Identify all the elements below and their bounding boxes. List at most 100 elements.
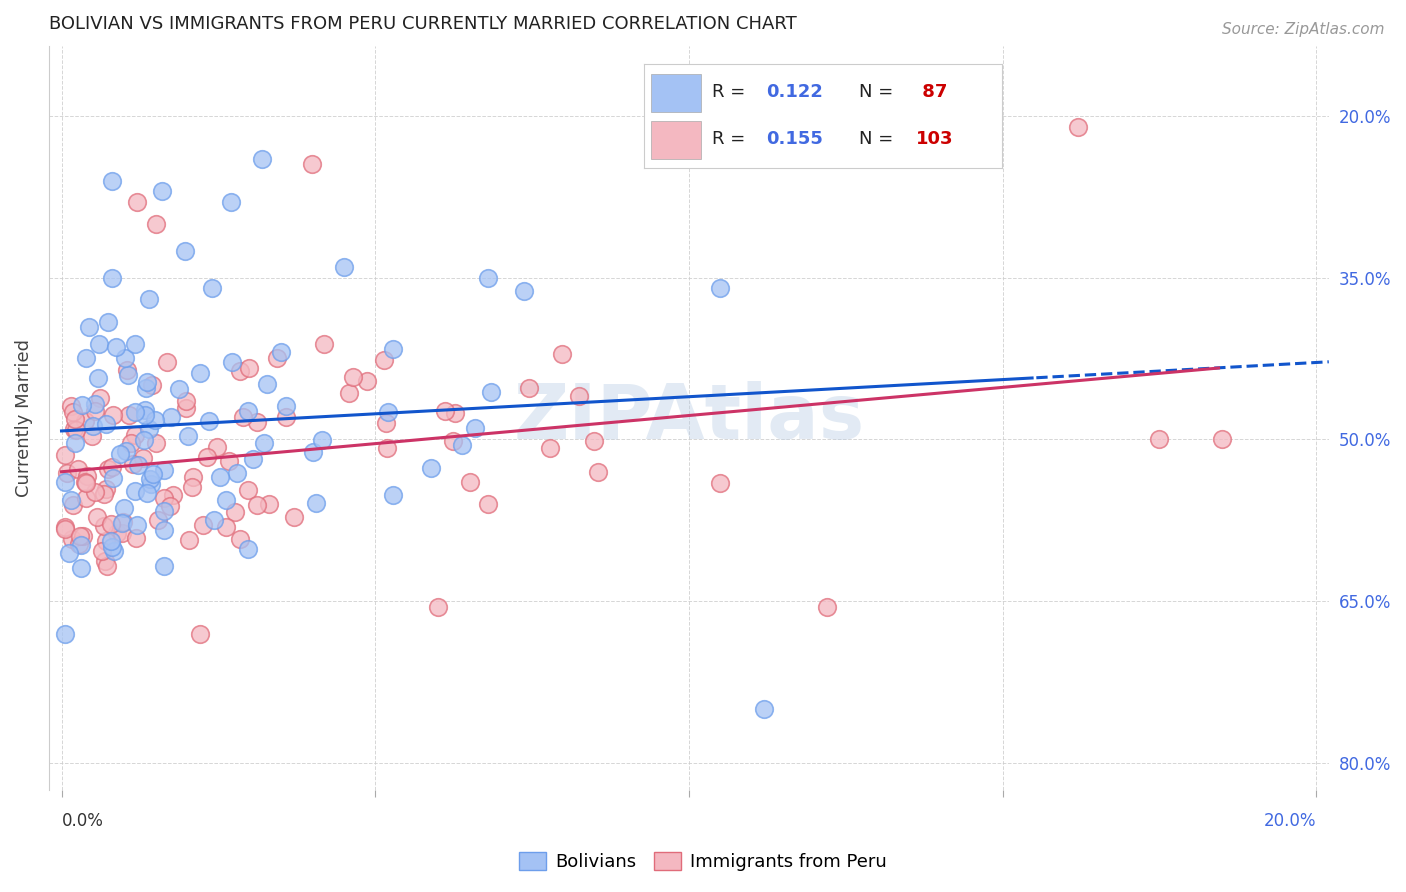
Point <box>90 543 112 558</box>
Point <box>63 412 86 426</box>
Point <box>101 408 124 422</box>
Point <box>257 497 280 511</box>
Point <box>66 461 89 475</box>
Point <box>72 529 94 543</box>
Point <box>218 454 240 468</box>
Point <box>142 467 165 481</box>
Point <box>1211 433 1233 447</box>
Point <box>125 531 148 545</box>
Point <box>311 434 333 448</box>
Point <box>139 472 162 486</box>
Point <box>314 336 336 351</box>
Point <box>337 385 360 400</box>
Text: Source: ZipAtlas.com: Source: ZipAtlas.com <box>1222 22 1385 37</box>
Point <box>100 516 122 531</box>
Point <box>84 404 107 418</box>
Point <box>342 370 364 384</box>
Point <box>301 444 323 458</box>
Point <box>156 355 179 369</box>
Point <box>479 384 502 399</box>
Point <box>70 561 93 575</box>
Point <box>209 469 232 483</box>
Point <box>94 417 117 431</box>
Point <box>70 538 93 552</box>
Point <box>219 195 242 210</box>
Point <box>174 394 197 409</box>
Point <box>94 482 117 496</box>
Point <box>167 382 190 396</box>
Point <box>117 409 139 423</box>
Point <box>443 406 465 420</box>
Point <box>145 217 167 231</box>
Point <box>94 554 117 568</box>
Point <box>127 458 149 473</box>
Point <box>111 526 134 541</box>
Legend: Bolivians, Immigrants from Peru: Bolivians, Immigrants from Peru <box>512 845 894 879</box>
Point <box>538 441 561 455</box>
Point <box>246 415 269 429</box>
Point <box>256 376 278 391</box>
Point <box>83 397 105 411</box>
Point <box>124 483 146 498</box>
Point <box>815 599 838 614</box>
Point <box>53 626 76 640</box>
Point <box>232 409 254 424</box>
Point <box>356 375 378 389</box>
Point <box>135 381 157 395</box>
Point <box>377 404 399 418</box>
Point <box>62 498 84 512</box>
Point <box>709 281 731 295</box>
Point <box>100 173 122 187</box>
Point <box>276 399 298 413</box>
Point <box>426 599 449 614</box>
Point <box>76 469 98 483</box>
Point <box>93 518 115 533</box>
Point <box>202 513 225 527</box>
Text: ZIPAtlas: ZIPAtlas <box>513 381 865 455</box>
Point <box>225 467 247 481</box>
Point <box>464 421 486 435</box>
Point <box>224 505 246 519</box>
Point <box>89 391 111 405</box>
Point <box>62 405 84 419</box>
Point <box>83 484 105 499</box>
Point <box>477 270 499 285</box>
Point <box>93 487 115 501</box>
Point <box>274 410 297 425</box>
Point <box>53 475 76 489</box>
Point <box>124 427 146 442</box>
Point <box>53 448 76 462</box>
Point <box>127 518 149 533</box>
Point <box>55 466 77 480</box>
Point <box>238 361 260 376</box>
Point <box>373 353 395 368</box>
Point <box>377 441 399 455</box>
Point <box>215 520 238 534</box>
Point <box>150 184 173 198</box>
Point <box>433 403 456 417</box>
Point <box>236 404 259 418</box>
Point <box>229 364 252 378</box>
Point <box>124 405 146 419</box>
Point <box>1149 433 1171 447</box>
Point <box>115 362 138 376</box>
Point <box>586 465 609 479</box>
Point <box>75 491 97 505</box>
Point <box>153 504 176 518</box>
Point <box>160 410 183 425</box>
Point <box>139 477 162 491</box>
Point <box>135 375 157 389</box>
Point <box>53 523 76 537</box>
Point <box>458 475 481 489</box>
Point <box>177 533 200 548</box>
Point <box>1067 120 1090 134</box>
Point <box>77 319 100 334</box>
Point <box>266 351 288 365</box>
Point <box>242 452 264 467</box>
Point <box>73 475 96 489</box>
Point <box>100 270 122 285</box>
Point <box>132 450 155 465</box>
Point <box>451 438 474 452</box>
Point <box>177 429 200 443</box>
Point <box>70 398 93 412</box>
